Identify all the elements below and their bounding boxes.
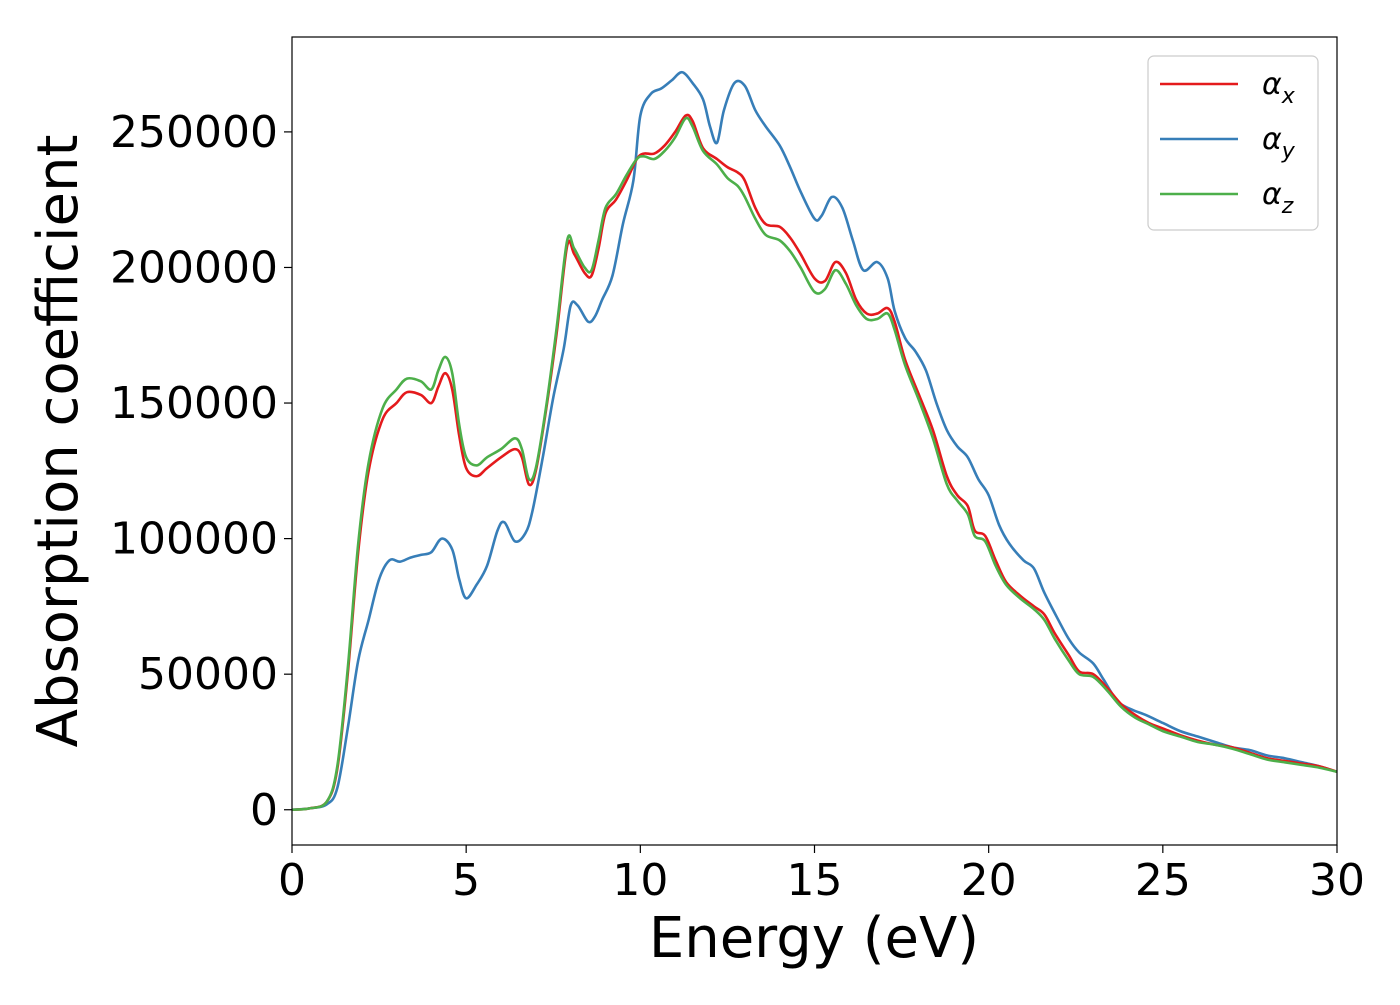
series-line-z — [292, 116, 1337, 812]
x-axis-title: Energy (eV) — [649, 906, 979, 971]
x-tick-label: 5 — [452, 855, 480, 906]
x-tick-label: 25 — [1135, 855, 1191, 906]
x-axis: 0 5 10 15 20 25 30 — [278, 845, 1365, 906]
x-tick-label: 10 — [612, 855, 668, 906]
legend-box — [1147, 55, 1319, 231]
x-tick-label: 15 — [787, 855, 843, 906]
y-tick-label: 150000 — [110, 378, 278, 429]
y-tick-label: 100000 — [110, 514, 278, 565]
y-axis: 0 50000 100000 150000 200000 250000 — [110, 107, 292, 836]
series-line-x — [292, 113, 1337, 812]
y-axis-title: Absorption coefficient — [26, 135, 91, 748]
y-tick-label: 250000 — [110, 107, 278, 158]
x-tick-label: 20 — [961, 855, 1017, 906]
x-tick-label: 0 — [278, 855, 306, 906]
x-tick-label: 30 — [1309, 855, 1365, 906]
y-tick-label: 0 — [250, 785, 278, 836]
series-layer — [292, 70, 1337, 812]
series-line-y — [292, 70, 1337, 812]
y-tick-label: 200000 — [110, 242, 278, 293]
y-tick-label: 50000 — [138, 649, 278, 700]
